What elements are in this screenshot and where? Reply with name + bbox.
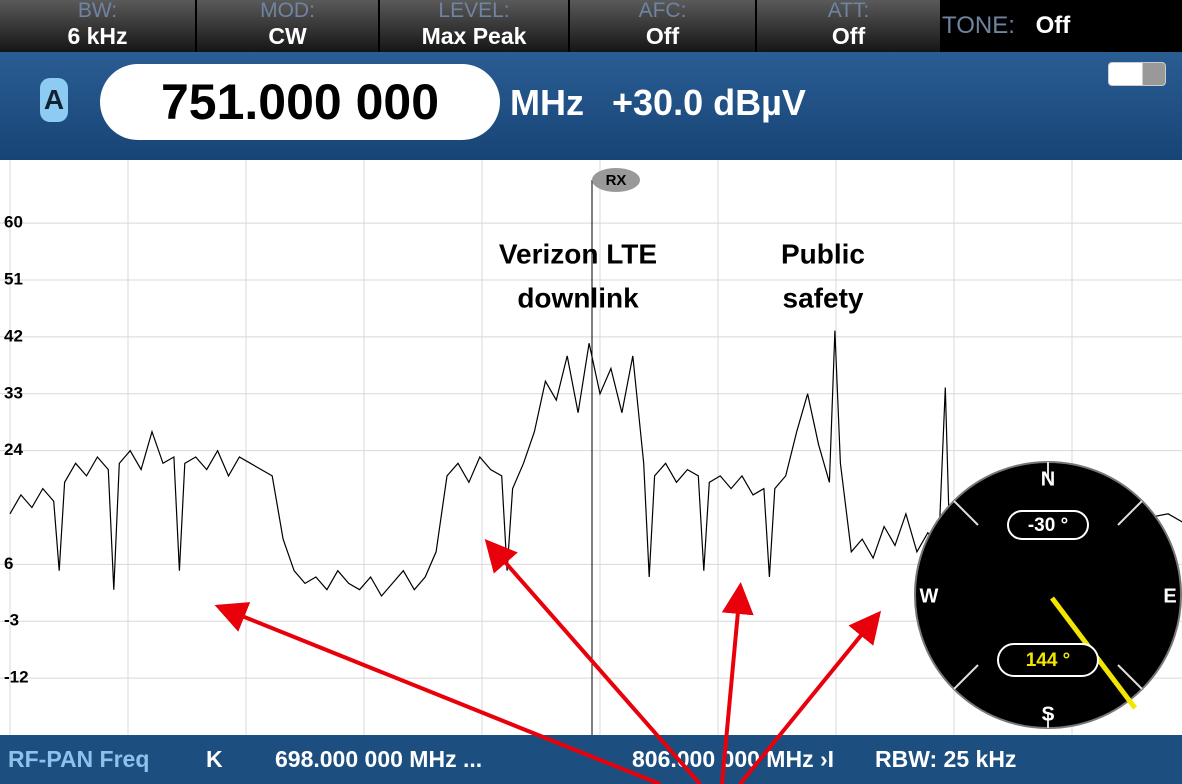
rx-badge — [592, 168, 640, 192]
toolbar-button[interactable]: BW: 6 kHz — [0, 0, 195, 52]
toolbar-button[interactable]: ATT: Off — [757, 0, 940, 52]
y-tick-label: 42 — [4, 326, 23, 345]
y-tick-label: -3 — [4, 611, 19, 630]
y-tick-label: 24 — [4, 440, 23, 459]
y-tick-label: 6 — [4, 554, 13, 573]
toolbar-button[interactable]: MOD: CW — [197, 0, 378, 52]
rx-label: RX — [606, 172, 627, 189]
toolbar-label: BW: — [77, 0, 118, 22]
spectrum: 60 51 42 33 24 6 -3 -12 RX Verizon LTE downlink… — [0, 160, 1182, 784]
compass-s: S — [1041, 703, 1054, 725]
y-tick-label: -12 — [4, 668, 29, 687]
toolbar-value: Off — [645, 23, 680, 49]
toolbar-button[interactable]: LEVEL: Max Peak — [380, 0, 568, 52]
y-tick-label: 51 — [4, 270, 23, 289]
footer-stop-icon[interactable]: ›I — [820, 746, 834, 772]
annotation: Public — [781, 238, 865, 269]
compass-n: N — [1041, 468, 1055, 490]
trace — [9, 330, 1182, 598]
footer-start-icon[interactable]: K — [206, 746, 223, 772]
compass-e: E — [1163, 585, 1176, 607]
arrows — [214, 538, 882, 784]
header: A 751.000 000 MHz +30.0 dBµV — [0, 52, 1182, 160]
toolbar: BW: 6 kHz MOD: CW LEVEL: Max Peak AFC: Off ATT: O… — [0, 0, 1182, 52]
footer-start[interactable]: 698.000 000 MHz ... — [275, 746, 482, 772]
unit: MHz — [510, 82, 584, 123]
annotation: Verizon LTE — [499, 238, 657, 269]
toolbar-value: Max Peak — [421, 23, 527, 49]
footer-rbw[interactable]: RBW: 25 kHz — [875, 746, 1016, 772]
toolbar-label: MOD: — [260, 0, 315, 22]
toolbar-label: LEVEL: — [438, 0, 510, 22]
tone[interactable]: TONE: Off — [942, 0, 1182, 52]
toolbar-value: CW — [268, 23, 307, 49]
toolbar-button[interactable]: AFC: Off — [570, 0, 755, 52]
level: +30.0 dBµV — [612, 82, 806, 123]
compass-tilt: -30 ° — [1028, 515, 1068, 536]
toolbar-label: AFC: — [638, 0, 687, 22]
footer-mode[interactable]: RF-PAN Freq — [8, 746, 149, 772]
annotation: safety — [783, 282, 864, 313]
tone-label: TONE: — [942, 12, 1015, 39]
y-tick-label: 33 — [4, 383, 23, 402]
compass-heading: 144 ° — [1026, 650, 1071, 671]
frequency[interactable]: 751.000 000 — [100, 64, 500, 140]
footer — [0, 735, 1182, 784]
annotation: downlink — [517, 282, 639, 313]
toolbar-label: ATT: — [827, 0, 870, 22]
toolbar-value: Off — [831, 23, 866, 49]
compass: N S W E -30 ° 144 ° — [914, 461, 1182, 729]
y-tick-label: 60 — [4, 213, 23, 232]
toolbar-value: 6 kHz — [67, 23, 128, 49]
compass-w: W — [920, 585, 939, 607]
tone-value: Off — [1035, 12, 1071, 39]
channel: A — [40, 78, 68, 122]
battery — [1108, 62, 1166, 86]
